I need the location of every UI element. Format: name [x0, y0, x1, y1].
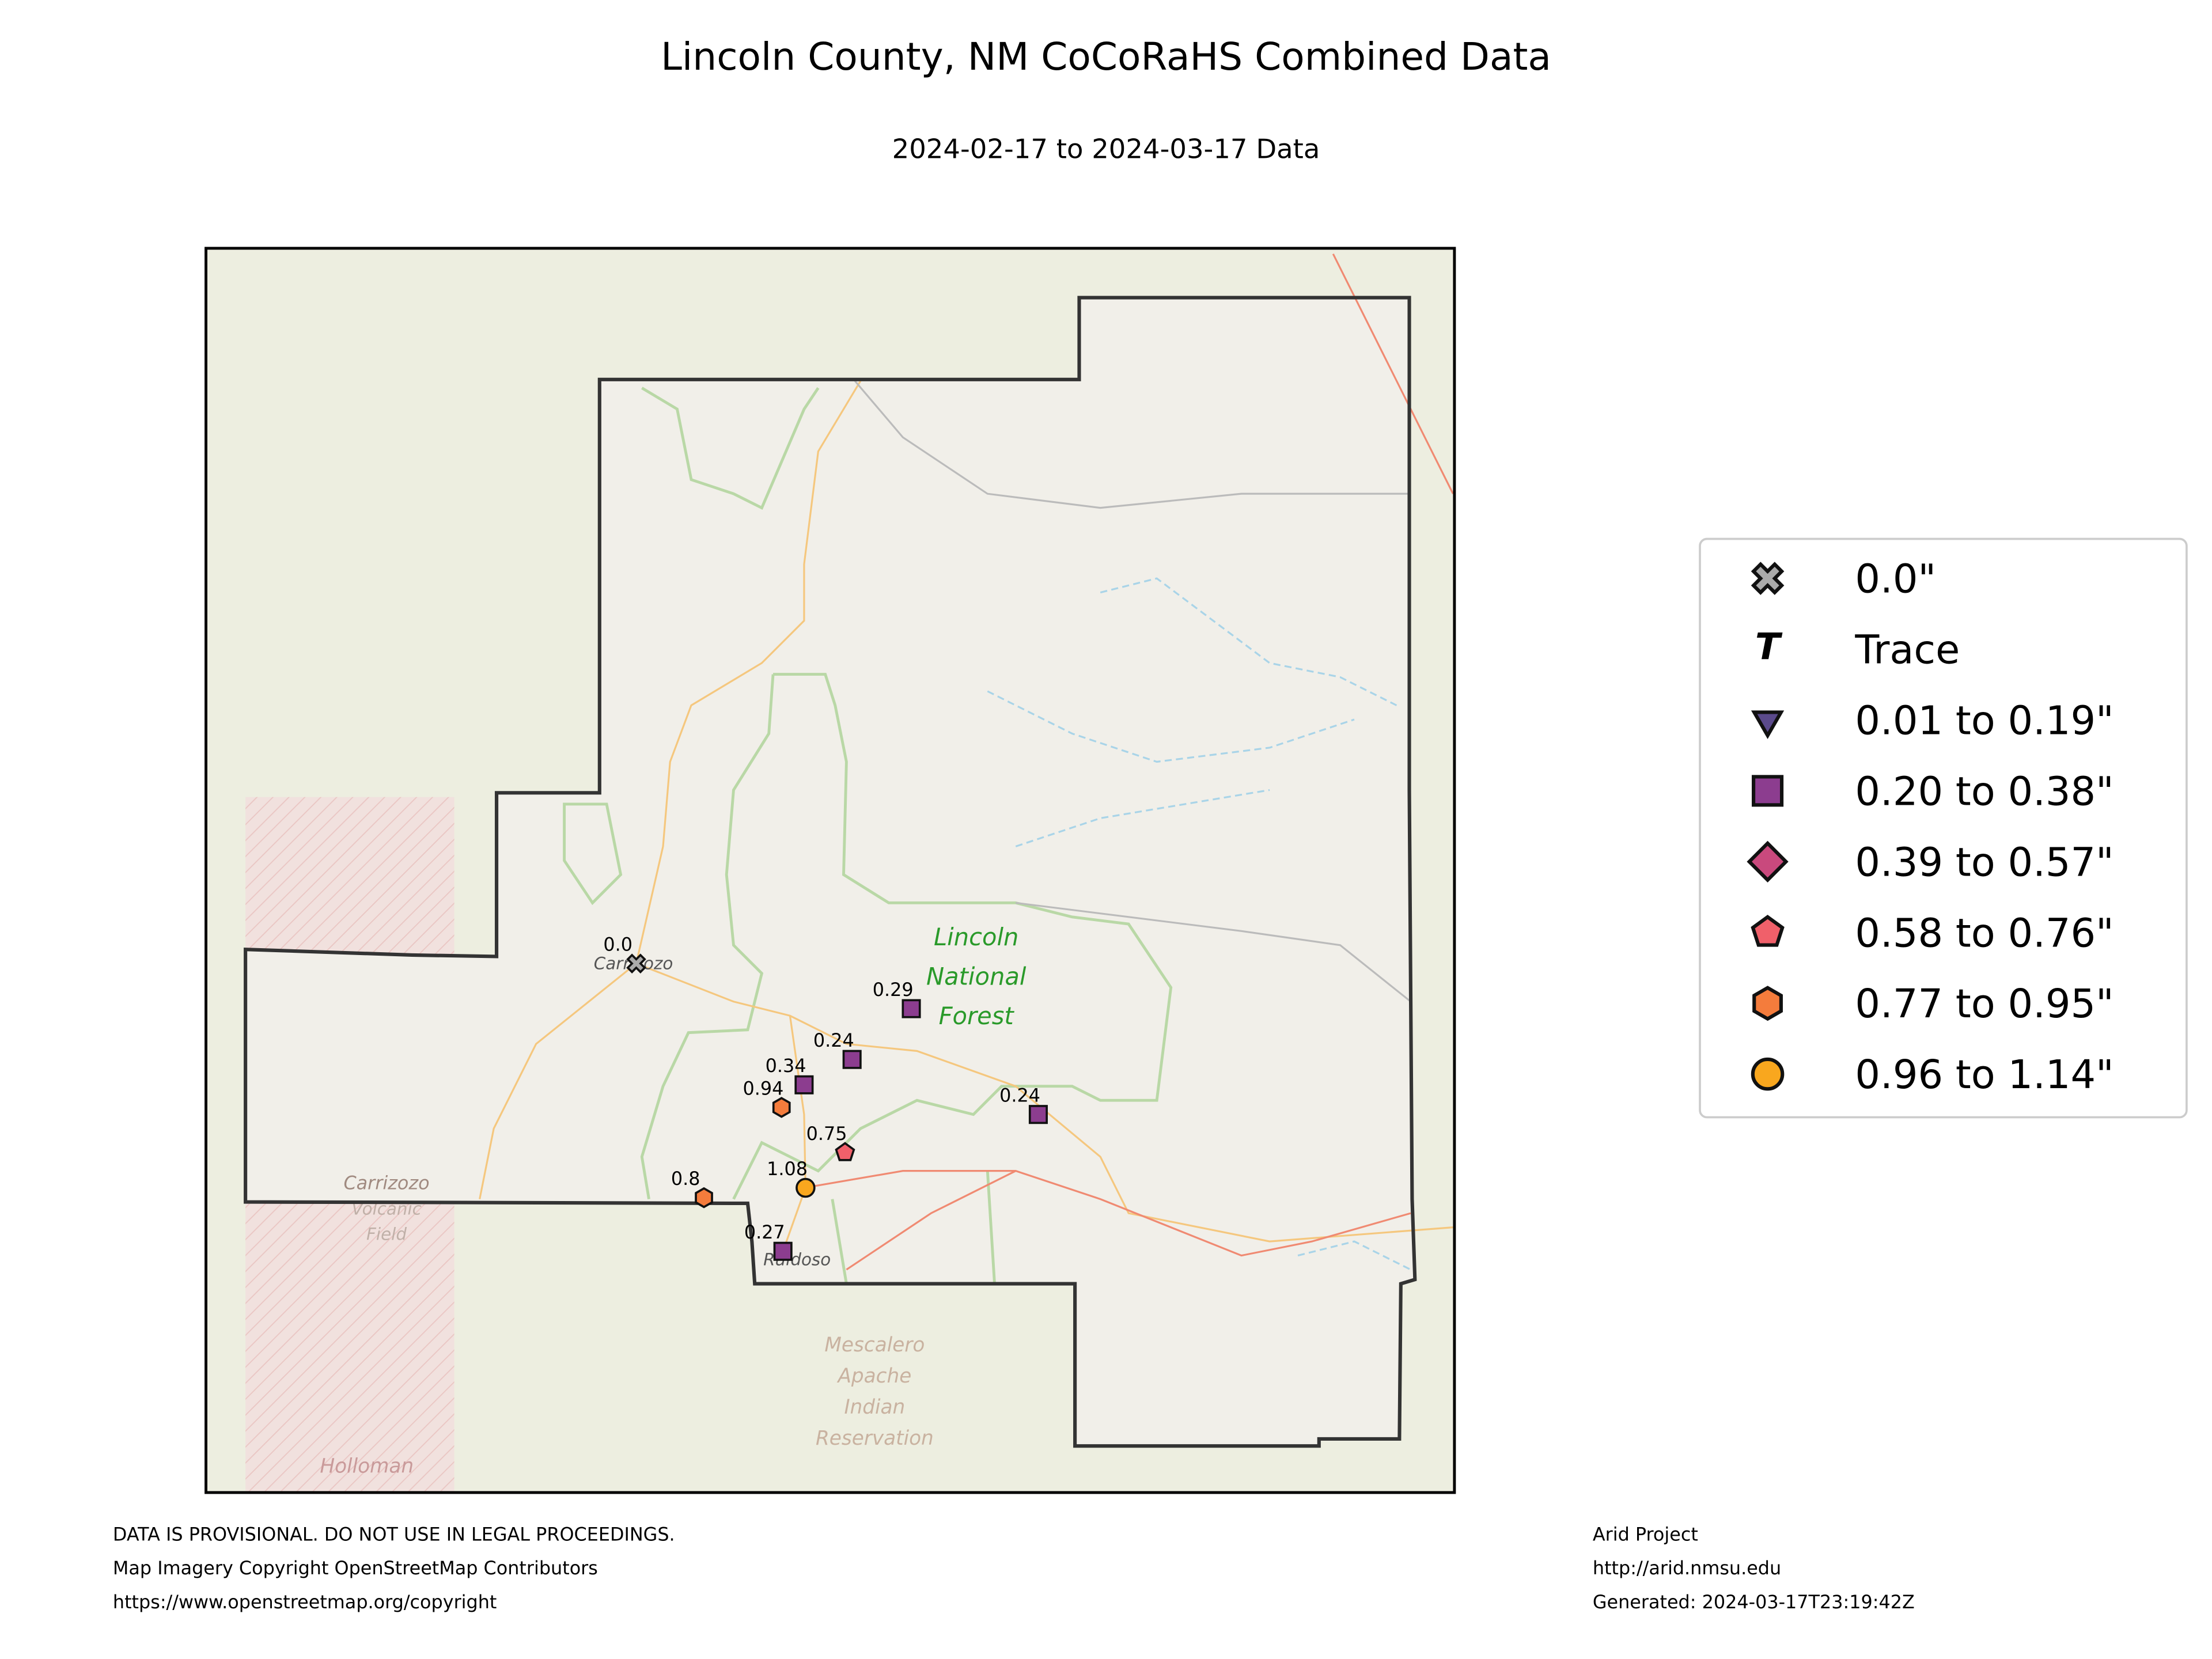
place-label: Holloman [320, 1455, 414, 1478]
forest-boundaries [563, 387, 1173, 1284]
station: 1.08 [767, 1158, 816, 1198]
legend-label: 0.0" [1855, 556, 1936, 603]
station-label: 0.29 [873, 979, 914, 1001]
footer: DATA IS PROVISIONAL. DO NOT USE IN LEGAL… [113, 1523, 1915, 1613]
stations: 0.0 0.29 0.24 0.340.94 0.75 1.08 0.8 0.24 0.27 [603, 934, 1048, 1261]
legend-label: 0.39 to 0.57" [1855, 839, 2113, 885]
station-label: 0.24 [999, 1085, 1040, 1107]
marker-square [1752, 775, 1784, 807]
station-label: 0.34 [766, 1055, 806, 1077]
marker-hexagon [695, 1187, 713, 1209]
station-label: 0.8 [671, 1168, 700, 1190]
station: 0.8 [671, 1168, 713, 1209]
station: 0.0 [603, 934, 646, 974]
legend-label: 0.01 to 0.19" [1855, 698, 2113, 744]
county-fill [245, 297, 1415, 1446]
marker-square [1028, 1105, 1048, 1124]
marker-zero [1751, 562, 1785, 595]
station-label: 1.08 [767, 1158, 808, 1180]
marker-square [902, 999, 921, 1018]
station-label: 0.0 [603, 934, 632, 956]
marker-circle [1751, 1057, 1785, 1091]
place-label: Indian [844, 1396, 905, 1419]
marker-trace: T [1755, 626, 1783, 668]
map-frame [204, 247, 1456, 1494]
footer-text: Arid Project [1593, 1523, 1698, 1545]
station-label: 0.24 [813, 1029, 854, 1051]
station: 0.75 [806, 1123, 855, 1161]
legend-entry: 0.58 to 0.76" [1751, 910, 2114, 956]
subtitle: 2024-02-17 to 2024-03-17 Data [892, 134, 1320, 165]
legend-label: 0.96 to 1.14" [1855, 1052, 2113, 1098]
place-label: Apache [836, 1365, 911, 1388]
station: 0.94 [743, 1077, 791, 1118]
place-label: National [926, 962, 1027, 990]
legend-entry: 0.0" [1751, 556, 1936, 603]
marker-diamond [1747, 840, 1789, 883]
roads [479, 253, 1454, 1271]
legend-label: 0.58 to 0.76" [1855, 910, 2113, 956]
marker-triangle [1751, 710, 1785, 740]
marker-zero [626, 953, 646, 974]
footer-text: http://arid.nmsu.edu [1593, 1557, 1781, 1579]
marker-hexagon [772, 1097, 791, 1118]
marker-square [842, 1050, 862, 1069]
station-label: 0.94 [743, 1077, 783, 1099]
place-label: Reservation [816, 1427, 934, 1450]
place-label: Field [366, 1225, 407, 1244]
station: 0.27 [744, 1221, 793, 1261]
marker-hexagon [1752, 986, 1783, 1021]
legend-box [1699, 537, 2188, 1119]
legend-entry: 0.77 to 0.95" [1752, 981, 2114, 1027]
place-label: Mescalero [824, 1334, 925, 1357]
legend-entry: 0.39 to 0.57" [1747, 839, 2114, 885]
marker-pentagon [1751, 915, 1785, 947]
legend-label: 0.20 to 0.38" [1855, 768, 2113, 815]
station-label: 0.27 [744, 1221, 785, 1243]
marker-circle [796, 1177, 816, 1198]
marker-square [794, 1075, 814, 1094]
station: 0.34 [766, 1055, 814, 1094]
legend-label: 0.77 to 0.95" [1855, 981, 2113, 1027]
footer-text: https://www.openstreetmap.org/copyright [113, 1591, 497, 1613]
marker-pentagon [835, 1142, 855, 1161]
title: Lincoln County, NM CoCoRaHS Combined Dat… [661, 35, 1551, 79]
place-label: Carrizozo [343, 1172, 429, 1194]
legend-entry: 0.96 to 1.14" [1751, 1052, 2114, 1098]
county-outline [244, 296, 1417, 1448]
station-label: 0.75 [806, 1123, 847, 1145]
basemap: Carrizozo Lincoln National Forest Ruidos… [204, 247, 1456, 1494]
footer-text: Generated: 2024-03-17T23:19:42Z [1593, 1591, 1915, 1613]
legend-entry: 0.01 to 0.19" [1751, 698, 2114, 744]
legend: 0.0" T Trace 0.01 to 0.19" 0.20 to 0.38" 0.39… [1699, 537, 2188, 1119]
legend-entry: T Trace [1755, 626, 1960, 673]
station: 0.29 [873, 979, 921, 1018]
legend-label: Trace [1854, 627, 1960, 673]
legend-entry: 0.20 to 0.38" [1752, 768, 2114, 815]
streams [987, 577, 1411, 1271]
place-label: Lincoln [934, 923, 1018, 951]
place-labels: Carrizozo Lincoln National Forest Ruidos… [320, 923, 1027, 1478]
station: 0.24 [813, 1029, 862, 1069]
marker-square [773, 1241, 793, 1261]
place-label: Forest [939, 1002, 1015, 1030]
footer-text: Map Imagery Copyright OpenStreetMap Cont… [113, 1557, 598, 1579]
station: 0.24 [999, 1085, 1048, 1124]
footer-text: DATA IS PROVISIONAL. DO NOT USE IN LEGAL… [113, 1523, 675, 1545]
